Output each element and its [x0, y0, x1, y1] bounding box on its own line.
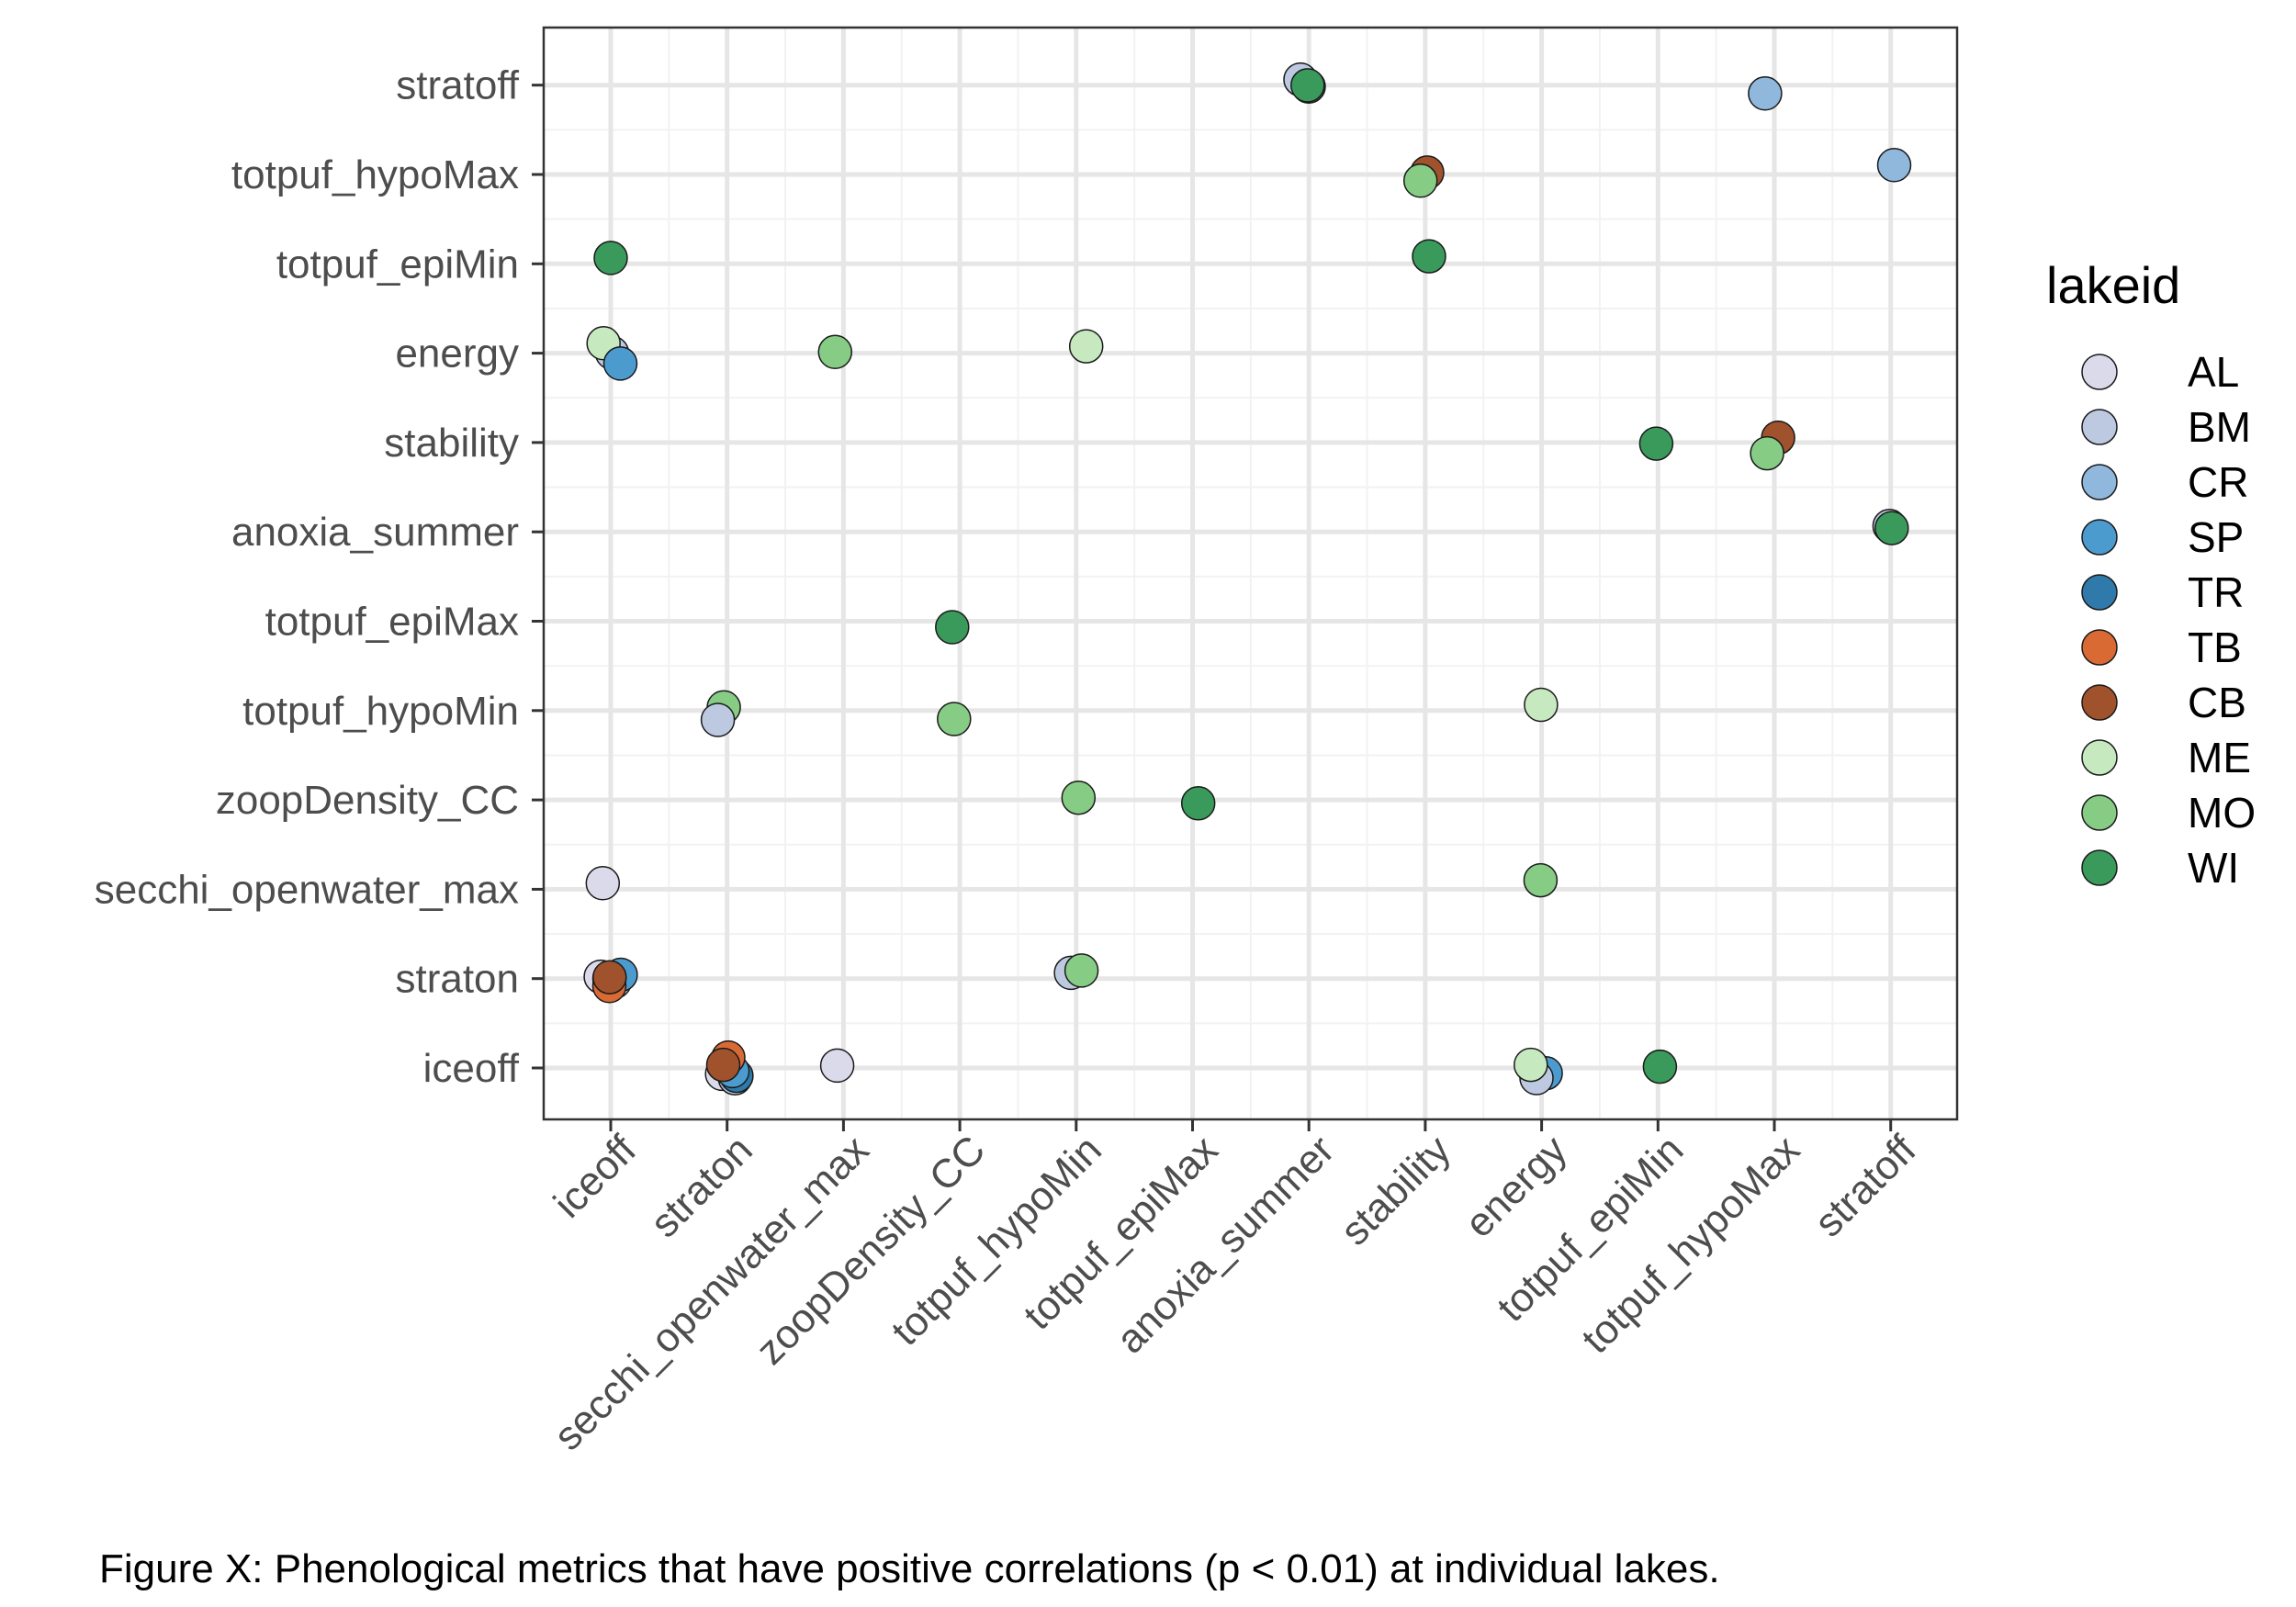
- legend-swatch-cb: [2081, 684, 2118, 721]
- point-mo-totpuf-hypomin-vs-zoopdensity-cc: [1061, 780, 1097, 815]
- legend-swatch-cr: [2081, 464, 2118, 500]
- figure-caption: Figure X: Phenological metrics that have…: [99, 1546, 1720, 1591]
- y-tick-label-straton: straton: [395, 957, 519, 1002]
- point-mo-energy-vs-secchi-openwater-max: [1523, 862, 1559, 898]
- y-tick-label-iceoff: iceoff: [423, 1046, 520, 1091]
- x-tick-label-iceoff: iceoff: [546, 1127, 646, 1227]
- point-wi-totpuf-epimax-vs-zoopdensity-cc: [1180, 786, 1216, 821]
- gridlines: [544, 28, 1957, 1119]
- point-mo-zoopdensity-cc-vs-totpuf-hypomin: [937, 702, 972, 736]
- legend-label-bm: BM: [2188, 403, 2251, 451]
- point-cr-totpuf-hypomax-vs-stratoff: [1748, 76, 1783, 111]
- x-tick-label-totpuf-hypomin: totpuf_hypoMin: [883, 1127, 1109, 1354]
- plot-border: [542, 26, 1959, 1121]
- point-mo-totpuf-hypomax-vs-stability: [1750, 435, 1784, 471]
- legend-items: AL BM CR SP TR TB CB ME MO WI: [2081, 348, 2256, 892]
- legend-label-cr: CR: [2188, 458, 2248, 506]
- y-tick-label-stratoff: stratoff: [396, 63, 519, 108]
- point-cb-straton-vs-iceoff: [705, 1047, 741, 1083]
- y-axis: iceoff straton secchi_openwater_max zoopDen…: [95, 63, 544, 1091]
- legend-swatch-al: [2081, 354, 2118, 390]
- legend-label-sp: SP: [2188, 513, 2244, 561]
- legend-swatch-wi: [2081, 849, 2118, 886]
- point-wi-iceoff-vs-totpuf-epimin: [593, 241, 628, 275]
- point-wi-stability-vs-totpuf-epimin: [1412, 239, 1446, 274]
- data-points: [583, 62, 1912, 1096]
- y-tick-label-totpuf-hypomax: totpuf_hypoMax: [231, 152, 519, 197]
- y-tick-label-energy: energy: [395, 332, 519, 376]
- y-tick-label-secchi-openwater-max: secchi_openwater_max: [95, 867, 519, 912]
- legend-label-cb: CB: [2188, 679, 2246, 726]
- point-me-energy-vs-iceoff: [1514, 1047, 1548, 1083]
- legend-label-me: ME: [2188, 734, 2251, 781]
- point-me-energy-vs-totpuf-hypomin: [1524, 687, 1559, 723]
- y-tick-label-stability: stability: [384, 421, 519, 466]
- point-wi-totpuf-epimin-vs-iceoff: [1642, 1049, 1678, 1084]
- legend-swatch-tb: [2081, 629, 2118, 666]
- x-tick-label-totpuf-hypomax: totpuf_hypoMax: [1573, 1127, 1808, 1362]
- point-cr-stratoff-vs-totpuf-hypomax: [1876, 148, 1912, 183]
- legend-swatch-me: [2081, 739, 2118, 776]
- y-tick-label-totpuf-epimin: totpuf_epiMin: [276, 242, 519, 287]
- x-tick-label-stability: stability: [1333, 1127, 1459, 1253]
- point-mo-secchi-openwater-max-vs-energy: [817, 334, 853, 370]
- legend-label-tb: TB: [2188, 624, 2242, 671]
- point-mo-stability-vs-totpuf-hypomax: [1402, 163, 1438, 198]
- point-sp-iceoff-vs-energy: [602, 346, 638, 381]
- legend-title: lakeid: [2046, 256, 2180, 314]
- legend-swatch-tr: [2081, 574, 2118, 611]
- y-tick-label-anoxia-summer: anoxia_summer: [231, 510, 519, 555]
- point-mo-totpuf-hypomin-vs-straton: [1064, 953, 1099, 988]
- point-al-iceoff-vs-secchi-openwater-max: [585, 866, 621, 901]
- point-wi-totpuf-epimin-vs-stability: [1638, 426, 1674, 461]
- legend-label-wi: WI: [2188, 844, 2239, 892]
- point-cb-iceoff-vs-straton: [592, 960, 627, 995]
- y-tick-label-totpuf-hypomin: totpuf_hypoMin: [242, 689, 519, 734]
- point-wi-zoopdensity-cc-vs-totpuf-epimax: [935, 610, 970, 645]
- y-tick-label-zoopdensity-cc: zoopDensity_CC: [216, 778, 519, 823]
- legend-swatch-bm: [2081, 409, 2118, 445]
- x-tick-label-stratoff: stratoff: [1806, 1127, 1926, 1246]
- y-tick-label-totpuf-epimax: totpuf_epiMax: [265, 600, 519, 645]
- x-tick-label-anoxia-summer: anoxia_summer: [1108, 1127, 1343, 1362]
- x-axis: iceoffstratonsecchi_openwater_maxzoopDen…: [546, 1119, 1926, 1459]
- legend: lakeid AL BM CR SP TR TB CB ME MO WI: [2046, 256, 2256, 892]
- legend-label-tr: TR: [2188, 568, 2244, 616]
- legend-label-al: AL: [2188, 348, 2239, 396]
- legend-swatch-sp: [2081, 519, 2118, 556]
- point-wi-stratoff-vs-anoxia-summer: [1874, 511, 1909, 545]
- legend-label-mo: MO: [2188, 789, 2256, 837]
- point-bm-straton-vs-totpuf-hypomin: [700, 702, 736, 737]
- legend-swatch-mo: [2081, 794, 2118, 831]
- point-me-totpuf-hypomin-vs-energy: [1068, 329, 1104, 364]
- point-al-secchi-openwater-max-vs-iceoff: [819, 1048, 855, 1084]
- point-wi-anoxia-summer-vs-stratoff: [1290, 68, 1325, 103]
